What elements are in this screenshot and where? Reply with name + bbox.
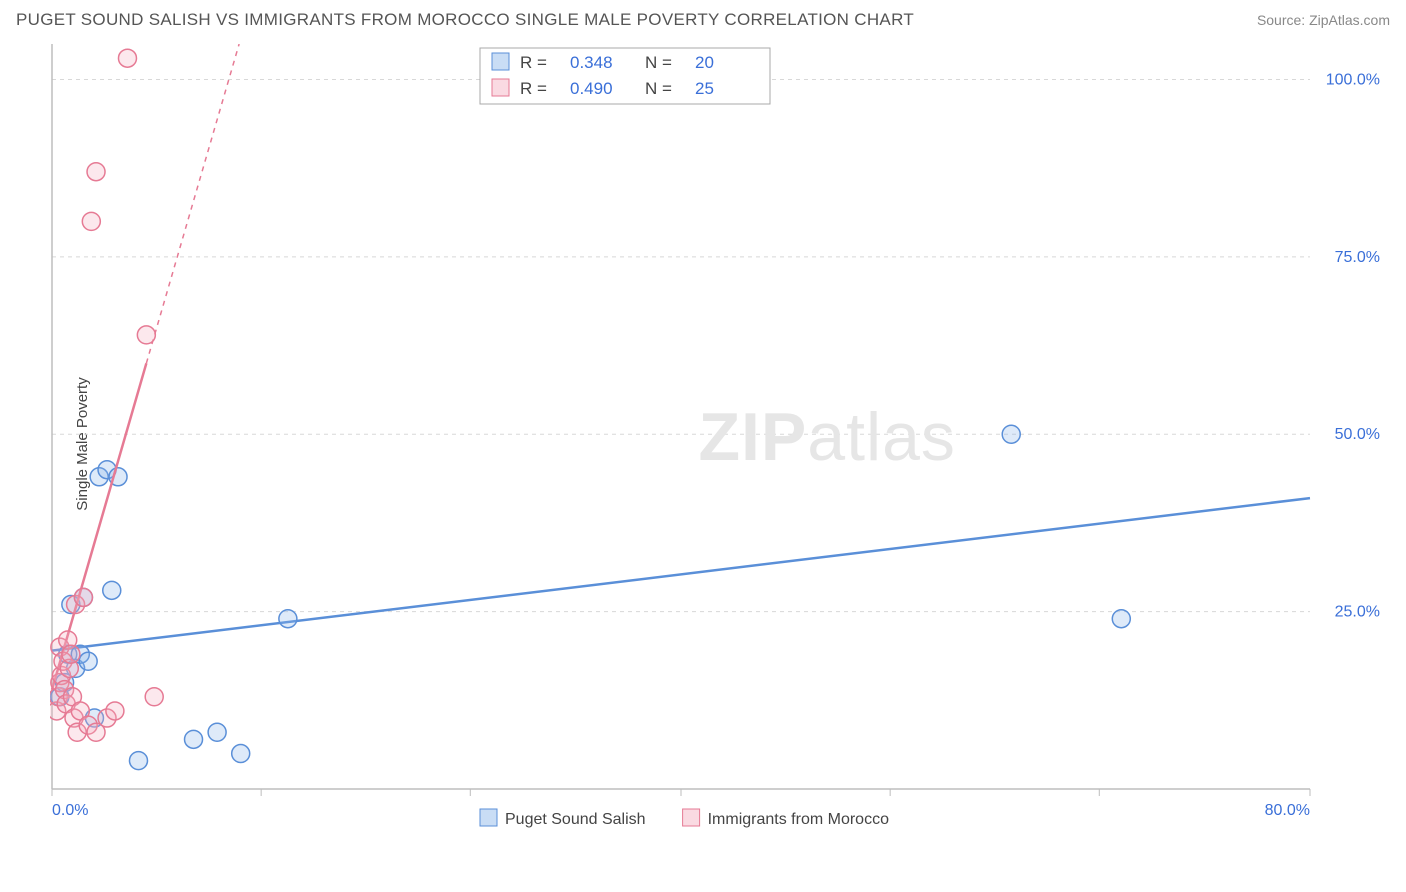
watermark: ZIPatlas <box>698 399 955 475</box>
legend-r-value: 0.490 <box>570 79 613 98</box>
data-point <box>87 163 105 181</box>
legend-r-value: 0.348 <box>570 53 613 72</box>
scatter-chart: 25.0% 50.0% 75.0% 100.0% ZIPatlas 0.0% 80.0% R … <box>50 44 1390 844</box>
x-tick-label: 0.0% <box>52 802 88 819</box>
data-point <box>145 688 163 706</box>
y-tick-label: 75.0% <box>1335 249 1380 266</box>
legend-swatch <box>492 53 509 70</box>
y-tick-label: 50.0% <box>1335 426 1380 443</box>
legend-series-label: Puget Sound Salish <box>505 811 646 828</box>
trend-line-extension <box>146 44 239 363</box>
legend-series: Puget Sound Salish Immigrants from Morocc… <box>480 809 889 828</box>
data-point <box>137 326 155 344</box>
y-tick-label: 100.0% <box>1326 71 1380 88</box>
legend-n-label: N = <box>645 53 672 72</box>
data-point <box>129 752 147 770</box>
data-point <box>82 212 100 230</box>
legend-series-label: Immigrants from Morocco <box>708 811 889 828</box>
data-point <box>232 745 250 763</box>
plot-area: Single Male Poverty 25.0%50.0%75.0%100.0… <box>50 44 1390 844</box>
data-point <box>118 49 136 67</box>
data-point <box>208 723 226 741</box>
y-tick-label: 25.0% <box>1335 604 1380 621</box>
legend-r-label: R = <box>520 79 547 98</box>
data-point <box>1002 425 1020 443</box>
source-label: Source: ZipAtlas.com <box>1257 12 1390 28</box>
data-point <box>1112 610 1130 628</box>
legend-correlation: R = 0.348 N = 20 R = 0.490 N = 25 <box>480 48 770 104</box>
legend-n-value: 20 <box>695 53 714 72</box>
chart-title: PUGET SOUND SALISH VS IMMIGRANTS FROM MO… <box>16 10 914 30</box>
data-point <box>279 610 297 628</box>
data-point <box>79 652 97 670</box>
legend-swatch <box>492 79 509 96</box>
data-point <box>185 730 203 748</box>
data-point <box>106 702 124 720</box>
data-point <box>103 581 121 599</box>
legend-n-value: 25 <box>695 79 714 98</box>
legend-swatch <box>683 809 700 826</box>
x-tick-label: 80.0% <box>1265 802 1310 819</box>
data-point <box>74 588 92 606</box>
legend-swatch <box>480 809 497 826</box>
legend-r-label: R = <box>520 53 547 72</box>
data-point <box>62 645 80 663</box>
legend-n-label: N = <box>645 79 672 98</box>
